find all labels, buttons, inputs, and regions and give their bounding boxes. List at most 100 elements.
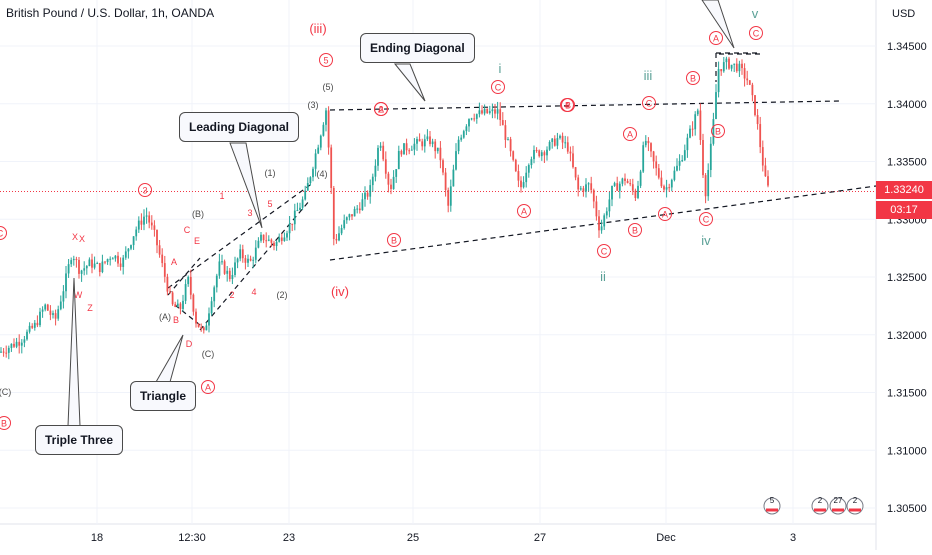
candle	[351, 214, 353, 220]
candle	[377, 145, 379, 171]
wave-label-text: 3	[142, 186, 147, 196]
candle-body	[712, 119, 715, 144]
candle-body	[616, 183, 619, 191]
candle	[624, 173, 626, 186]
candle	[582, 185, 585, 197]
candle-body	[163, 263, 166, 277]
candle	[366, 190, 369, 200]
wave-label-circled: B	[711, 124, 725, 138]
candle	[712, 112, 715, 146]
event-badge[interactable]: 27	[829, 496, 847, 515]
candle	[569, 146, 572, 162]
candle	[452, 164, 455, 187]
wave-label-plain: D	[186, 339, 193, 349]
candle-body	[351, 214, 353, 217]
candle-body	[262, 234, 265, 241]
candle	[39, 307, 41, 328]
candle	[650, 142, 652, 158]
candle-body	[192, 294, 195, 312]
callout-ending-diagonal[interactable]: Ending Diagonal	[360, 33, 475, 63]
candle-body	[442, 160, 444, 173]
candle	[694, 111, 697, 136]
candle	[67, 258, 70, 278]
candle	[208, 307, 210, 333]
candle	[652, 150, 655, 169]
candle	[254, 240, 257, 264]
candle	[626, 178, 629, 184]
event-badge[interactable]: 2	[846, 496, 864, 515]
candle	[317, 144, 320, 155]
event-badge[interactable]: 2	[811, 496, 829, 515]
candle	[161, 248, 164, 268]
candle-body	[546, 149, 548, 156]
candles	[0, 56, 769, 360]
candle	[629, 179, 632, 187]
candle-body	[13, 343, 15, 347]
callout-leading-diagonal[interactable]: Leading Diagonal	[179, 112, 300, 142]
wave-label-text: 2	[378, 105, 383, 115]
wave-label-text: A	[378, 105, 384, 115]
wave-label-plain: 5	[267, 199, 272, 209]
callout-triple-three[interactable]: Triple Three	[35, 425, 124, 455]
candle	[540, 150, 543, 161]
candle	[730, 64, 733, 72]
candle-body	[23, 339, 26, 343]
candle-body	[187, 276, 190, 285]
candle-body	[153, 225, 156, 230]
candle	[54, 309, 57, 326]
candle	[678, 154, 681, 171]
candle	[33, 320, 36, 331]
wave-label-circled: B	[686, 71, 700, 85]
candle	[764, 157, 767, 177]
candle	[722, 56, 725, 73]
candle	[481, 105, 483, 115]
candle-body	[444, 172, 447, 190]
candle	[20, 339, 23, 354]
candle-body	[247, 258, 249, 263]
event-badges[interactable]: 5 2 27 2	[763, 496, 864, 515]
candle-body	[384, 159, 387, 174]
candle	[176, 299, 179, 308]
candle-body	[39, 311, 41, 326]
time-axis[interactable]: 18 12:30 23 25 27 Dec 3	[91, 532, 796, 544]
candle-body	[564, 142, 567, 144]
price-axis[interactable]: 1.345001.340001.335001.330001.325001.320…	[887, 41, 927, 515]
wave-label-plain: X	[72, 232, 78, 242]
candle-body	[707, 169, 710, 197]
candle-body	[496, 109, 499, 114]
candle	[621, 177, 624, 187]
wave-label-text: B	[391, 236, 397, 246]
candle-body	[231, 274, 234, 280]
candle-body	[338, 233, 340, 241]
candle-body	[494, 109, 496, 114]
candle-body	[314, 153, 317, 169]
candle-body	[512, 151, 515, 160]
candle-body	[475, 114, 478, 119]
candle	[397, 145, 400, 170]
candle-body	[286, 233, 288, 238]
candle-body	[543, 152, 546, 156]
candle	[322, 122, 325, 137]
candle-body	[611, 185, 613, 200]
wave-label-plain: Z	[87, 303, 93, 313]
wave-label-circled: 3	[138, 183, 152, 197]
candle	[746, 70, 749, 86]
candle	[431, 138, 434, 148]
wave-label-plain: (C)	[0, 387, 11, 397]
wave-label-text: A	[713, 34, 719, 44]
candle	[338, 226, 340, 242]
callout-triangle[interactable]: Triangle	[130, 381, 197, 411]
candle-body	[5, 352, 8, 354]
event-badge[interactable]: 5	[763, 496, 781, 515]
candle	[218, 253, 221, 279]
candle-body	[642, 145, 645, 172]
wave-label-plain: (A)	[159, 312, 171, 322]
candle-body	[751, 84, 754, 96]
candle	[647, 137, 650, 152]
candle	[683, 144, 686, 161]
leading-diagonal-lower-line	[199, 199, 311, 331]
currency-label[interactable]: USD	[892, 8, 916, 20]
candle-body	[236, 258, 239, 263]
